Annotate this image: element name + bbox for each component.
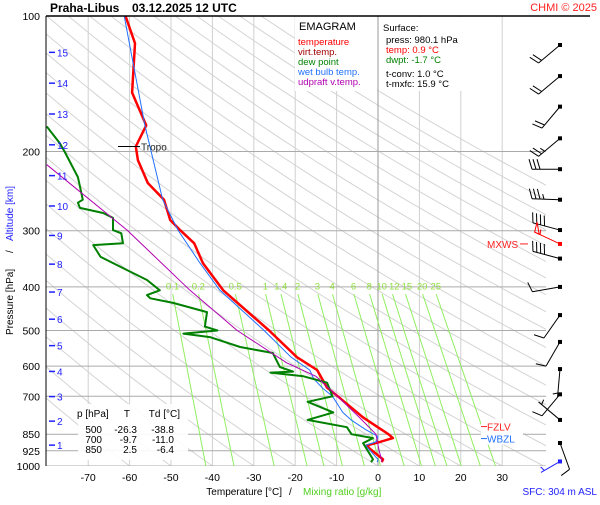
values-table: p [hPa] T Td [°C] 500 -26.3 -38.8 700 -9… xyxy=(77,404,188,460)
mixing-ratio-label: 2 xyxy=(295,281,300,292)
temperature-tick-label: 20 xyxy=(455,472,467,484)
barb-station-dot xyxy=(558,242,562,246)
surface-dwpt: dwpt: -1.7 °C xyxy=(386,55,441,66)
mxws-label: MXWS xyxy=(487,240,518,251)
temperature-tick-label: -20 xyxy=(288,472,303,484)
barb-station-dot xyxy=(558,198,562,202)
altitude-tick-label: 6 xyxy=(57,315,63,326)
x-axis-title: Temperature [°C] xyxy=(206,487,282,498)
station-title: Praha-Libus xyxy=(50,1,120,15)
table-header-p: p [hPa] xyxy=(77,409,109,420)
barb-station-dot xyxy=(558,367,562,371)
altitude-tick-label: 5 xyxy=(57,342,63,353)
mixing-ratio-label: 25 xyxy=(431,281,442,292)
barb-station-dot xyxy=(558,43,562,47)
table-header-t: T xyxy=(124,409,130,420)
temperature-tick-label: -40 xyxy=(205,472,220,484)
pressure-tick-label: 100 xyxy=(22,11,40,23)
temperature-tick-label: -60 xyxy=(122,472,137,484)
altitude-tick-label: 12 xyxy=(57,141,69,152)
mixing-ratio-label: 12 xyxy=(389,281,400,292)
surface-elevation: SFC: 304 m ASL xyxy=(523,487,598,498)
temperature-tick-label: -50 xyxy=(163,472,178,484)
fzlv-label: FZLV xyxy=(487,423,511,434)
legend-title: EMAGRAM xyxy=(299,21,356,33)
pressure-tick-label: 1000 xyxy=(17,461,41,473)
wbzl-label: WBZL xyxy=(487,435,515,446)
y-axis-title-pressure: Pressure [hPa] xyxy=(5,269,16,335)
table-cell: -6.4 xyxy=(157,445,175,456)
barb-station-dot xyxy=(558,392,562,396)
barb-station-dot xyxy=(558,136,562,140)
temperature-tick-label: 0 xyxy=(375,472,381,484)
altitude-tick-label: 11 xyxy=(57,172,68,183)
mixing-ratio-label: 3 xyxy=(315,281,320,292)
temperature-tick-label: 30 xyxy=(496,472,508,484)
altitude-tick-label: 7 xyxy=(57,288,63,299)
mixing-ratio-label: 15 xyxy=(402,281,413,292)
altitude-tick-label: 1 xyxy=(57,441,63,452)
mixing-ratio-label: 20 xyxy=(417,281,428,292)
pressure-tick-label: 200 xyxy=(22,146,40,158)
barb-station-dot xyxy=(558,418,562,422)
table-cell: 2.5 xyxy=(123,445,137,456)
surface-title: Surface: xyxy=(383,23,418,34)
temperature-tick-label: 10 xyxy=(414,472,426,484)
y-axis-title-altitude: Altitude [km] xyxy=(5,186,16,241)
mixing-ratio-label: 6 xyxy=(351,281,356,292)
tropo-label: Tropo xyxy=(141,143,167,154)
pressure-tick-label: 850 xyxy=(22,429,40,441)
surface-tmxfc: t-mxfc: 15.9 °C xyxy=(386,79,449,90)
table-header-td: Td [°C] xyxy=(149,409,180,420)
mixing-ratio-label: 4 xyxy=(330,281,335,292)
mixing-ratio-label: 0.5 xyxy=(229,281,242,292)
barb-station-dot xyxy=(558,285,562,289)
legend-box: EMAGRAM temperature virt.temp. dew point… xyxy=(295,17,377,91)
temperature-tick-label: -30 xyxy=(246,472,261,484)
pressure-tick-label: 500 xyxy=(22,326,40,338)
x-axis-separator: / xyxy=(289,487,292,498)
barb-station-dot xyxy=(558,313,562,317)
barb-station-dot xyxy=(558,459,562,463)
pressure-tick-label: 600 xyxy=(22,361,40,373)
temperature-tick-label: -70 xyxy=(81,472,96,484)
pressure-tick-label: 300 xyxy=(22,226,40,238)
temperature-tick-label: -10 xyxy=(329,472,344,484)
altitude-tick-label: 8 xyxy=(57,260,63,271)
barb-station-dot xyxy=(558,167,562,171)
pressure-tick-label: 925 xyxy=(22,446,40,458)
mixing-ratio-label: 1 xyxy=(263,281,268,292)
barb-station-dot xyxy=(558,340,562,344)
altitude-tick-label: 10 xyxy=(57,202,69,213)
barb-station-dot xyxy=(558,441,562,445)
mixing-ratio-label: 10 xyxy=(376,281,387,292)
altitude-tick-label: 3 xyxy=(57,393,63,404)
pressure-tick-label: 400 xyxy=(22,282,40,294)
mixing-ratio-label: 0.2 xyxy=(192,281,205,292)
copyright: CHMI © 2025 xyxy=(530,2,597,14)
altitude-tick-label: 15 xyxy=(57,48,69,59)
surface-box: Surface: press: 980.1 hPa temp: 0.9 °C d… xyxy=(379,17,469,91)
barb-station-dot xyxy=(558,228,562,232)
y-axis-separator: / xyxy=(5,250,16,253)
altitude-tick-label: 13 xyxy=(57,110,69,121)
pressure-tick-label: 700 xyxy=(22,391,40,403)
barb-station-dot xyxy=(558,105,562,109)
barb-station-dot xyxy=(558,257,562,261)
altitude-tick-label: 9 xyxy=(57,231,63,242)
legend-updraft: udpraft v.temp. xyxy=(298,77,361,88)
table-cell: 850 xyxy=(85,445,102,456)
datetime-title: 03.12.2025 12 UTC xyxy=(132,1,237,15)
fzlv-marker: FZLV WBZL xyxy=(481,419,523,446)
mixing-ratio-label: 8 xyxy=(367,281,372,292)
x-axis-title-mixing: Mixing ratio [g/kg] xyxy=(303,487,382,498)
mixing-ratio-label: 1.4 xyxy=(274,281,287,292)
mixing-ratio-label: 0.1 xyxy=(166,281,179,292)
altitude-tick-label: 4 xyxy=(57,367,63,378)
altitude-tick-label: 14 xyxy=(57,79,69,90)
altitude-tick-label: 2 xyxy=(57,417,63,428)
barb-station-dot xyxy=(558,74,562,78)
